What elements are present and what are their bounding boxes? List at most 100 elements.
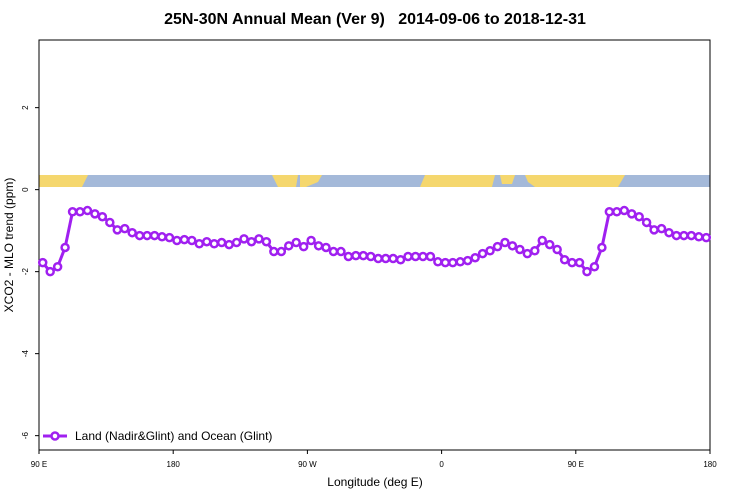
data-point — [440, 257, 451, 268]
data-point — [701, 232, 712, 243]
data-point — [589, 261, 600, 272]
data-point — [328, 246, 339, 257]
data-point — [641, 217, 652, 228]
data-point — [187, 235, 197, 246]
data-point — [515, 244, 525, 255]
data-point — [157, 232, 167, 242]
data-point — [448, 257, 458, 268]
data-point — [291, 237, 301, 248]
data-point — [224, 239, 234, 250]
data-point — [544, 239, 555, 250]
land-ocean-map — [39, 175, 710, 187]
data-point — [52, 261, 63, 272]
data-point — [462, 255, 473, 266]
data-point — [679, 230, 689, 241]
data-point — [149, 230, 160, 241]
data-point — [649, 225, 659, 235]
data-point — [105, 217, 115, 228]
x-tick-label: 90 E — [568, 460, 584, 469]
data-point — [231, 237, 242, 248]
y-tick-label: -4 — [21, 350, 30, 358]
plot-border — [38, 39, 711, 451]
data-point — [97, 211, 108, 222]
data-point — [664, 227, 674, 238]
data-point — [612, 207, 622, 217]
series-line — [41, 209, 707, 274]
data-point — [90, 209, 100, 219]
data-point — [418, 251, 428, 262]
data-point — [477, 248, 488, 259]
data-point — [492, 241, 503, 252]
x-tick-label: 180 — [167, 460, 181, 469]
data-point — [358, 250, 369, 261]
data-point — [343, 251, 354, 262]
data-point — [246, 236, 257, 247]
data-point — [373, 253, 383, 264]
y-tick-label: -6 — [21, 432, 30, 440]
data-point — [686, 230, 697, 241]
data-point — [567, 257, 577, 268]
data-point — [410, 251, 421, 262]
data-point — [559, 255, 570, 265]
data-point — [388, 253, 398, 264]
x-tick-label: 90 E — [31, 460, 47, 469]
data-point — [619, 205, 630, 216]
data-point — [470, 252, 480, 263]
data-point — [179, 234, 190, 245]
data-point — [239, 234, 249, 244]
data-point — [433, 257, 443, 267]
data-point — [500, 237, 510, 248]
data-point — [656, 223, 667, 234]
data-point — [530, 245, 540, 256]
data-point — [507, 241, 518, 251]
data-point — [485, 245, 495, 256]
chart-title: 25N-30N Annual Mean (Ver 9) 2014-09-06 t… — [164, 11, 586, 28]
legend-label: Land (Nadir&Glint) and Ocean (Glint) — [75, 429, 272, 443]
data-point — [269, 246, 279, 257]
data-point — [284, 241, 294, 251]
x-axis-label: Longitude (deg E) — [327, 475, 422, 489]
data-point — [254, 234, 264, 244]
data-point — [694, 232, 704, 242]
data-point — [209, 239, 219, 249]
data-point — [403, 251, 413, 262]
data-point — [321, 242, 331, 253]
legend: Land (Nadir&Glint) and Ocean (Glint) — [43, 429, 272, 443]
data-point — [60, 242, 70, 253]
data-point — [522, 248, 533, 259]
x-tick-label: 180 — [703, 460, 717, 469]
data-point — [164, 232, 175, 243]
data-point — [634, 211, 644, 222]
data-point — [67, 207, 78, 217]
data-point — [172, 235, 182, 246]
data-point — [45, 266, 55, 277]
data-point — [366, 251, 376, 262]
data-point — [336, 246, 346, 257]
y-tick-label: -2 — [21, 268, 30, 276]
data-point — [425, 251, 436, 262]
y-tick-label: 2 — [21, 105, 30, 110]
data-point — [119, 223, 130, 234]
data-point — [604, 207, 615, 217]
data-point — [626, 209, 637, 219]
legend-marker — [50, 431, 60, 441]
data-point — [134, 230, 145, 241]
data-point — [261, 236, 272, 247]
data-point — [298, 241, 309, 252]
data-point — [597, 242, 607, 253]
data-point — [313, 241, 324, 251]
data-point — [127, 227, 137, 238]
y-axis-label: XCO2 - MLO trend (ppm) — [2, 178, 16, 313]
data-point — [37, 257, 48, 268]
data-point — [351, 250, 361, 261]
data-point — [75, 207, 85, 217]
data-point — [537, 235, 547, 246]
data-point — [582, 266, 592, 277]
data-point — [112, 225, 123, 235]
data-point — [395, 255, 406, 265]
data-point — [142, 230, 152, 241]
data-point — [455, 257, 465, 267]
data-point — [82, 205, 93, 216]
data-point — [671, 230, 682, 241]
